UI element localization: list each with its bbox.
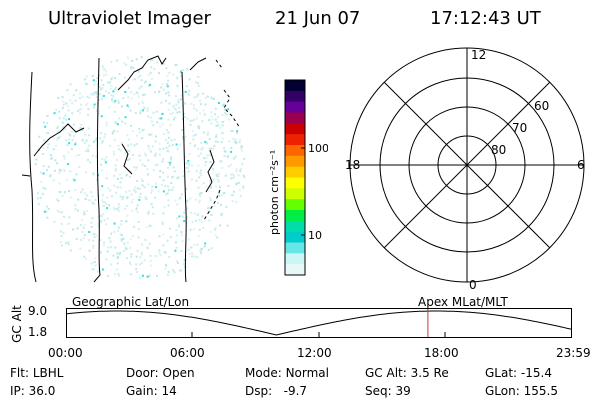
gain-info: Gain: 14 [126,384,177,398]
glon-info: GLon: 155.5 [485,384,558,398]
timeline-ticks [191,332,446,338]
colorbar-label-10: 10 [308,229,322,242]
mlt-label-0: 0 [469,278,477,292]
timeline-y-min: 1.8 [28,325,48,339]
filter-info: Flt: LBHL [10,366,64,380]
magnetic-polar-plot: 12 0 18 6 60 70 80 [345,47,585,292]
seq-info: Seq: 39 [365,384,411,398]
mlt-label-6: 6 [577,158,585,172]
colorbar-unit-label: photon cm⁻²s⁻¹ [268,150,281,235]
timeline-tick-4: 23:59 [556,346,591,360]
timeline-tick-0: 00:00 [48,346,83,360]
timeline-tick-1: 06:00 [170,346,205,360]
glat-info: GLat: -15.4 [485,366,552,380]
polar-diagonal-2 [383,81,551,249]
coastline-overlay [21,55,241,283]
lat-label-80: 80 [491,143,506,157]
ip-info: IP: 36.0 [10,384,56,398]
door-info: Door: Open [126,366,195,380]
emission-speckles [34,56,246,279]
gc-alt-info: GC Alt: 3.5 Re [365,366,449,380]
colorbar-label-100: 100 [308,142,328,155]
image-time: 17:12:43 UT [430,8,541,29]
image-date: 21 Jun 07 [275,8,361,29]
colorbar-gradient [285,80,305,276]
mlt-label-18: 18 [345,158,360,172]
timeline-y-max: 9.0 [28,304,48,318]
uv-image-panel [21,55,246,283]
altitude-curve [66,310,572,336]
colorbar-frame [284,79,306,276]
timeline-y-axis-label: GC Alt [9,305,24,343]
orbit-altitude-timeline [66,308,572,338]
dsp-info: Dsp: -9.7 [245,384,308,398]
instrument-title: Ultraviolet Imager [48,8,211,29]
mode-info: Mode: Normal [245,366,329,380]
colorbar: 100 10 photon cm⁻²s⁻¹ [268,79,328,276]
lat-label-60: 60 [534,99,549,113]
geo-coord-label: Geographic Lat/Lon [72,295,190,309]
mlt-label-12: 12 [471,48,486,62]
lat-label-70: 70 [512,121,527,135]
timeline-tick-3: 18:00 [424,346,459,360]
timeline-tick-2: 12:00 [297,346,332,360]
apex-coord-label: Apex MLat/MLT [418,295,508,309]
